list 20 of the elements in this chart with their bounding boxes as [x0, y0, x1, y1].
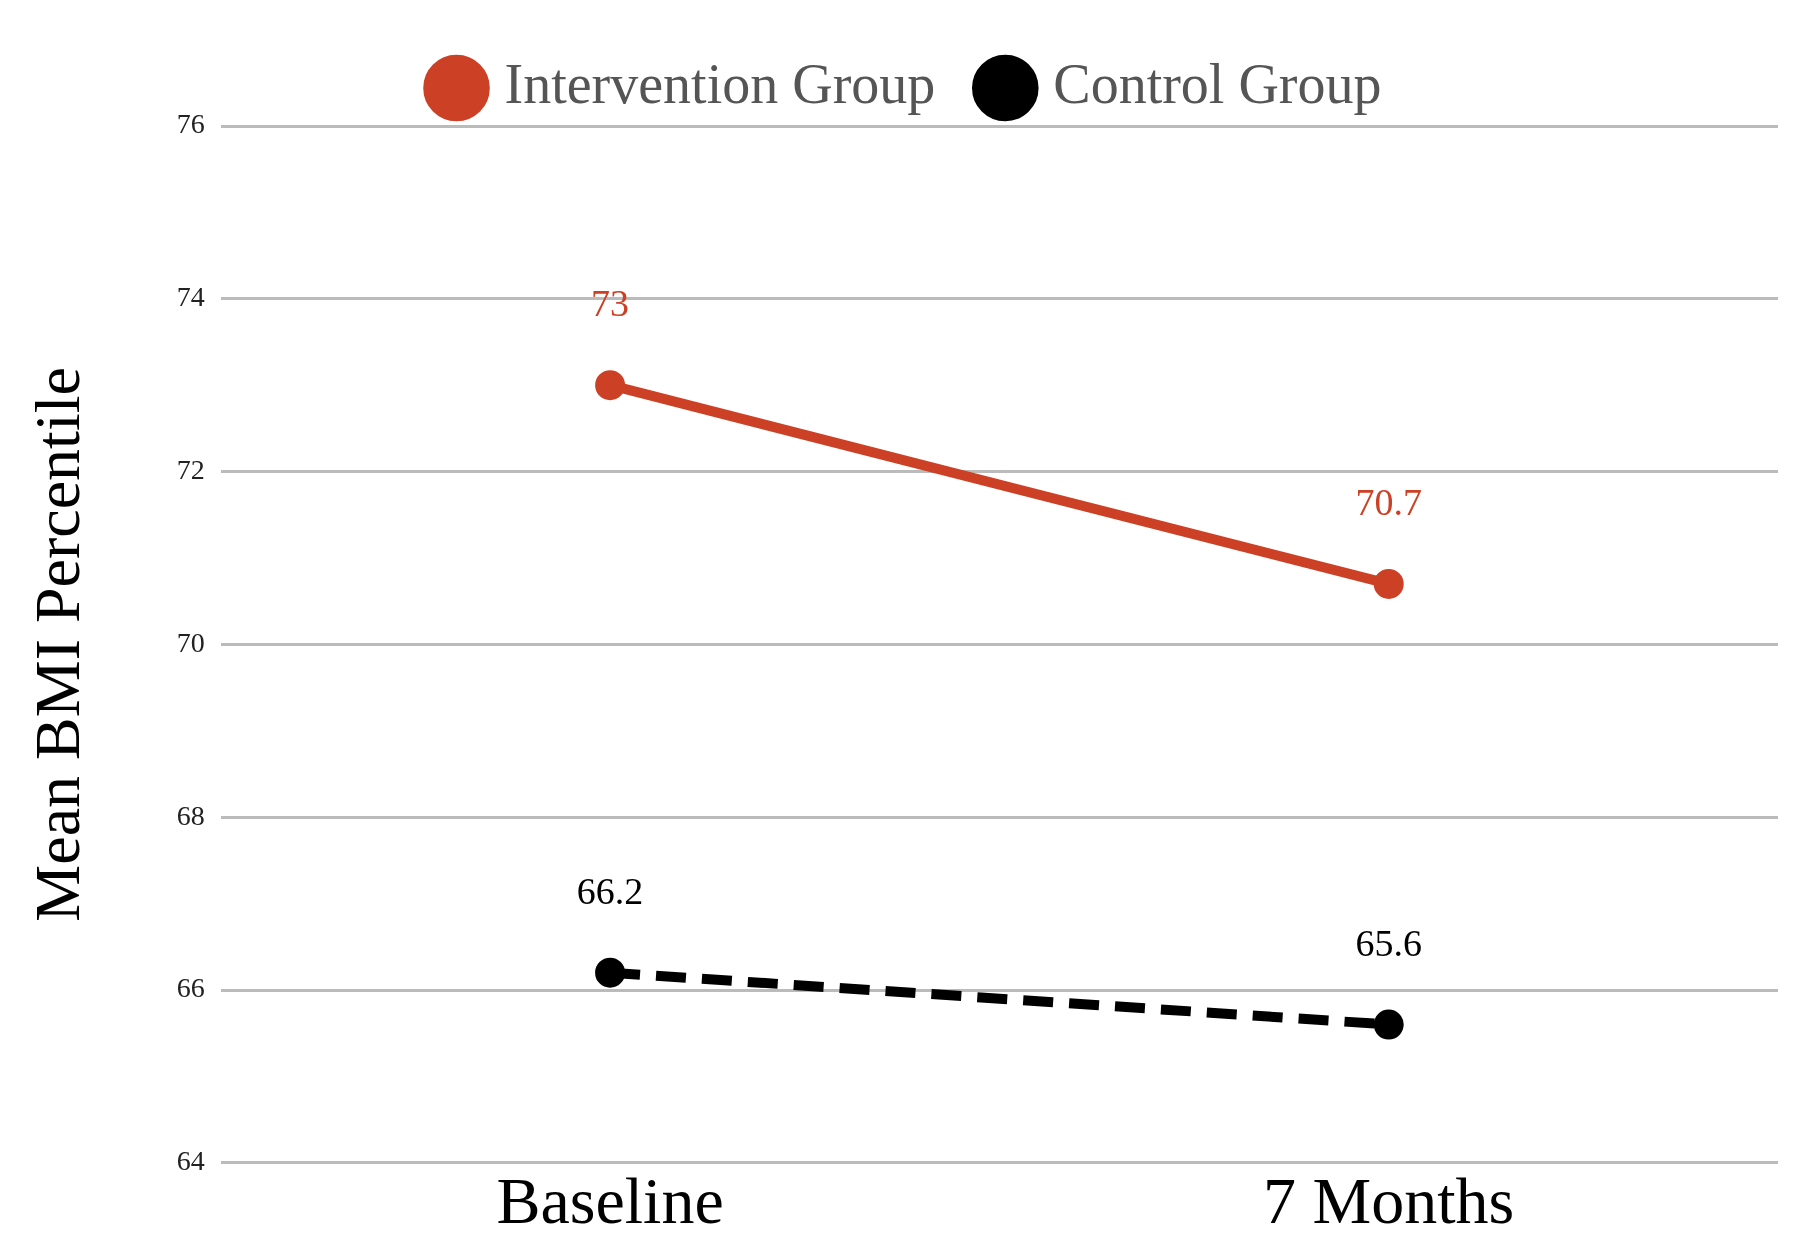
y-axis-title: Mean BMI Percentile [22, 367, 94, 922]
y-tick-label: 68 [176, 799, 205, 831]
y-tick-label: 76 [176, 108, 205, 140]
y-tick-label: 64 [176, 1145, 205, 1177]
legend-label: Control Group [1053, 52, 1382, 115]
y-tick-label: 70 [176, 626, 205, 658]
point [595, 957, 626, 988]
data-label: 70.7 [1355, 480, 1422, 523]
y-tick-label: 72 [176, 453, 205, 485]
point [1373, 568, 1404, 599]
legend-label: Intervention Group [504, 52, 936, 115]
point [1373, 1009, 1404, 1040]
y-tick-label: 66 [176, 972, 205, 1004]
x-tick-label: 7 Months [1263, 1163, 1515, 1237]
data-label: 66.2 [576, 869, 644, 912]
x-tick-label: Baseline [496, 1163, 724, 1237]
data-label: 73 [591, 282, 630, 325]
point [595, 370, 626, 401]
y-tick-label: 74 [176, 281, 205, 313]
data-label: 65.6 [1355, 921, 1422, 964]
